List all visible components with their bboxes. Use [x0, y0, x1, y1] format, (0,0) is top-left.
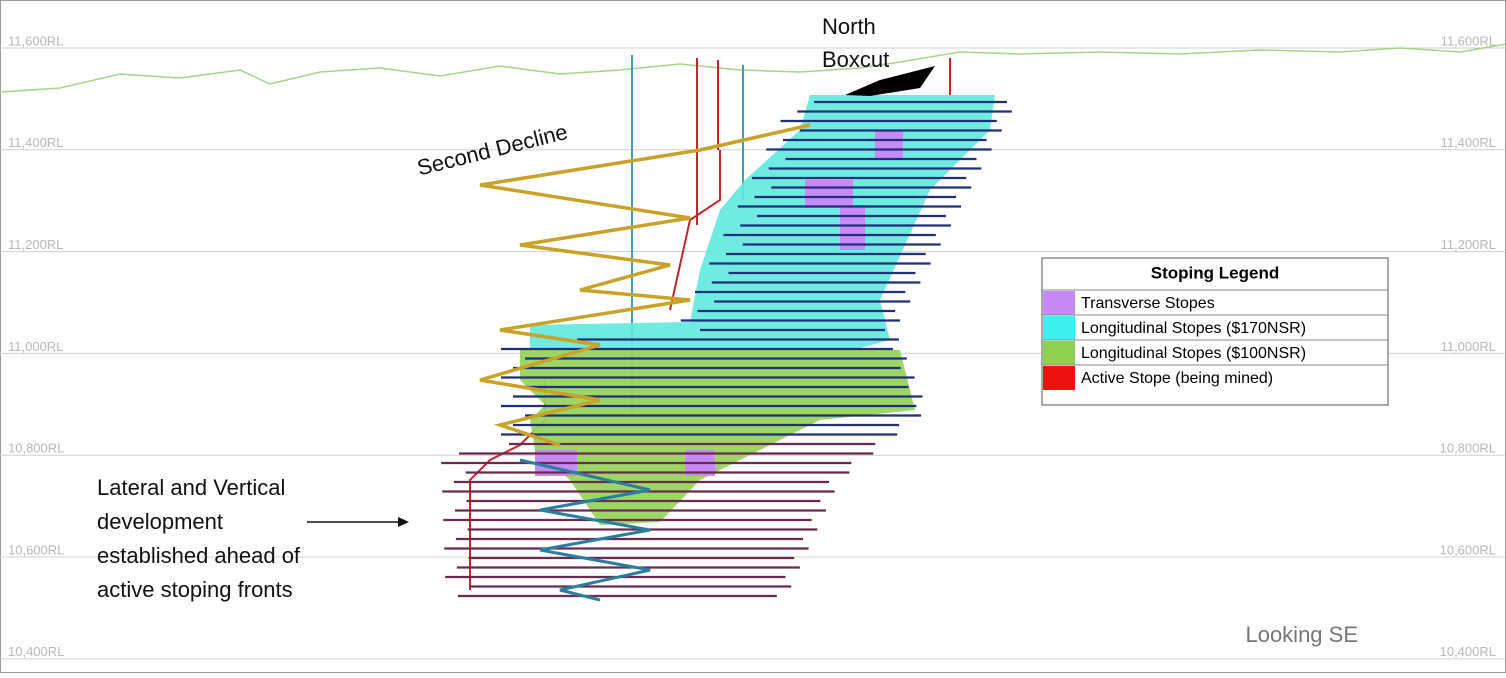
level-label: 11,000RL: [1441, 339, 1496, 354]
boxcut-label: Boxcut: [822, 47, 889, 72]
stopes-100nsr: [520, 348, 915, 525]
development-label: development: [97, 509, 223, 534]
surface: [0, 43, 1506, 93]
legend-title: Stoping Legend: [1151, 263, 1279, 282]
level-label: 11,400RL: [8, 135, 63, 150]
level-label: 10,400RL: [8, 644, 64, 659]
level-label: 11,200RL: [1441, 237, 1496, 252]
development-label: active stoping fronts: [97, 577, 293, 602]
level-label: 11,600RL: [1441, 33, 1496, 48]
development-label: Lateral and Vertical: [97, 475, 285, 500]
level-label: 10,800RL: [8, 441, 64, 456]
level-label: 11,000RL: [8, 339, 63, 354]
legend-box: [1041, 257, 1389, 406]
lower-decline: [519, 458, 651, 602]
level-label: 11,400RL: [1441, 135, 1496, 150]
legend-label: Longitudinal Stopes ($100NSR): [1081, 345, 1306, 362]
level-label: 11,200RL: [8, 237, 63, 252]
boxcut-label: North: [822, 14, 876, 39]
legend-swatch: [1043, 341, 1075, 365]
legend: Stoping Legend Transverse Stopes Longitud…: [1041, 257, 1389, 406]
level-label: 11,600RL: [8, 33, 63, 48]
legend-label: Active Stope (being mined): [1081, 370, 1273, 387]
legend-swatch: [1043, 291, 1075, 315]
legend-label: Longitudinal Stopes ($170NSR): [1081, 320, 1306, 337]
legend-swatch: [1043, 366, 1075, 390]
second-decline-path: [479, 123, 811, 447]
level-label: 10,600RL: [1440, 542, 1496, 557]
level-label: 10,600RL: [8, 542, 64, 557]
development-label: established ahead of: [97, 543, 301, 568]
legend-label: Transverse Stopes: [1081, 295, 1215, 312]
level-label: 10,800RL: [1440, 441, 1496, 456]
boxcut: [845, 66, 935, 96]
level-label: 10,400RL: [1440, 644, 1496, 659]
arrow-head: [398, 517, 409, 527]
legend-swatch: [1043, 316, 1075, 340]
view-label: Looking SE: [1245, 622, 1358, 647]
